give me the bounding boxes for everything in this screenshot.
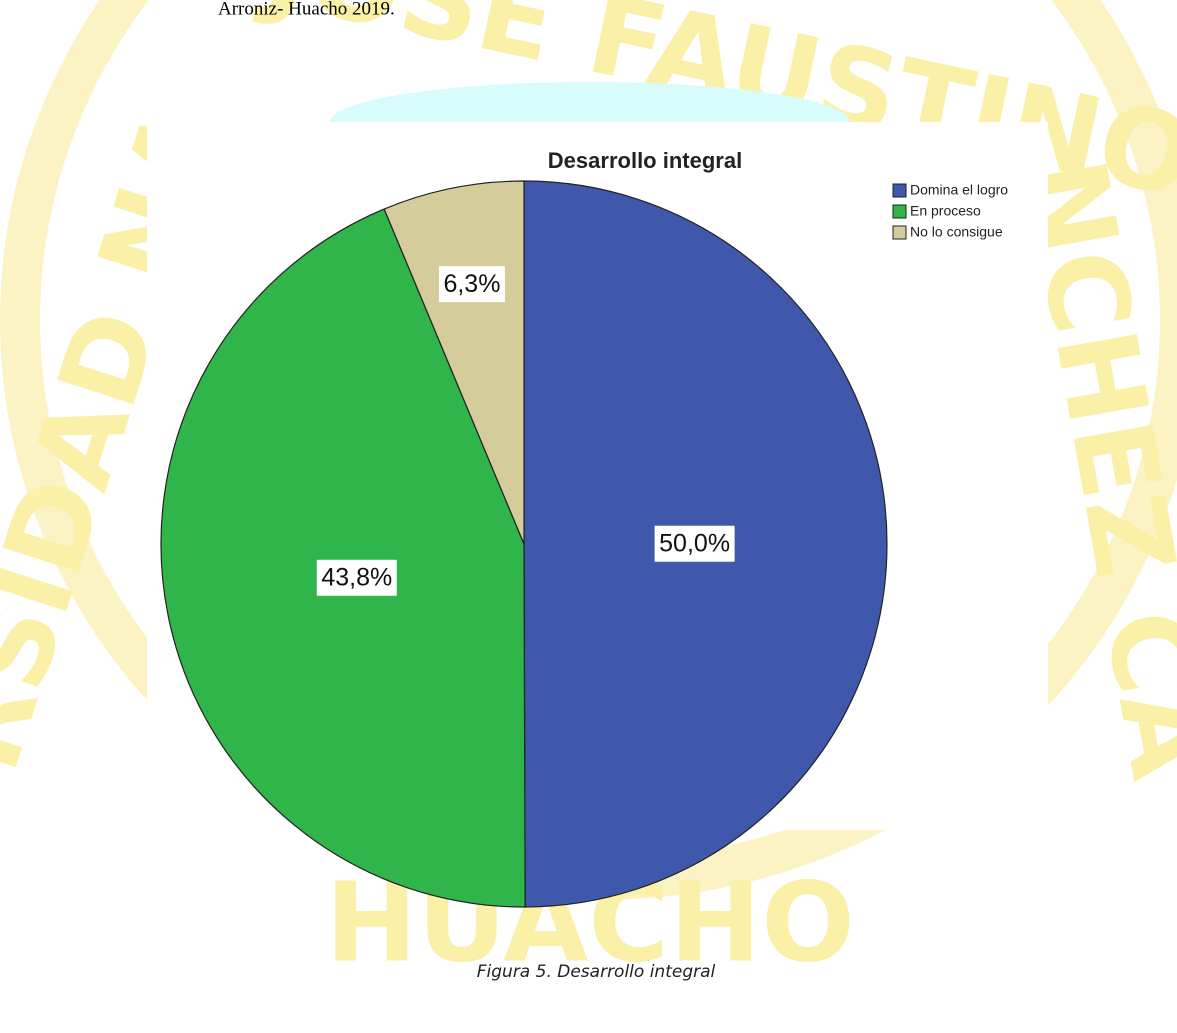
legend-swatch [892, 183, 907, 198]
data-label: 43,8% [321, 563, 392, 591]
legend-label: No lo consigue [910, 224, 1003, 240]
header-text: Arroniz- Huacho 2019. [218, 0, 395, 19]
data-label: 50,0% [659, 529, 730, 557]
caption: Figura 5. Desarrollo integral [477, 962, 716, 982]
data-label-box [654, 525, 735, 562]
legend-swatch [892, 225, 907, 240]
data-label-box [438, 266, 505, 303]
legend-label: Domina el logro [910, 182, 1008, 198]
pie-slice [160, 208, 526, 908]
data-label: 6,3% [443, 270, 500, 298]
legend-swatch [892, 204, 907, 219]
chart-title: Desarrollo integral [548, 148, 742, 173]
data-label-box [316, 559, 397, 596]
legend-label: En proceso [910, 203, 981, 219]
